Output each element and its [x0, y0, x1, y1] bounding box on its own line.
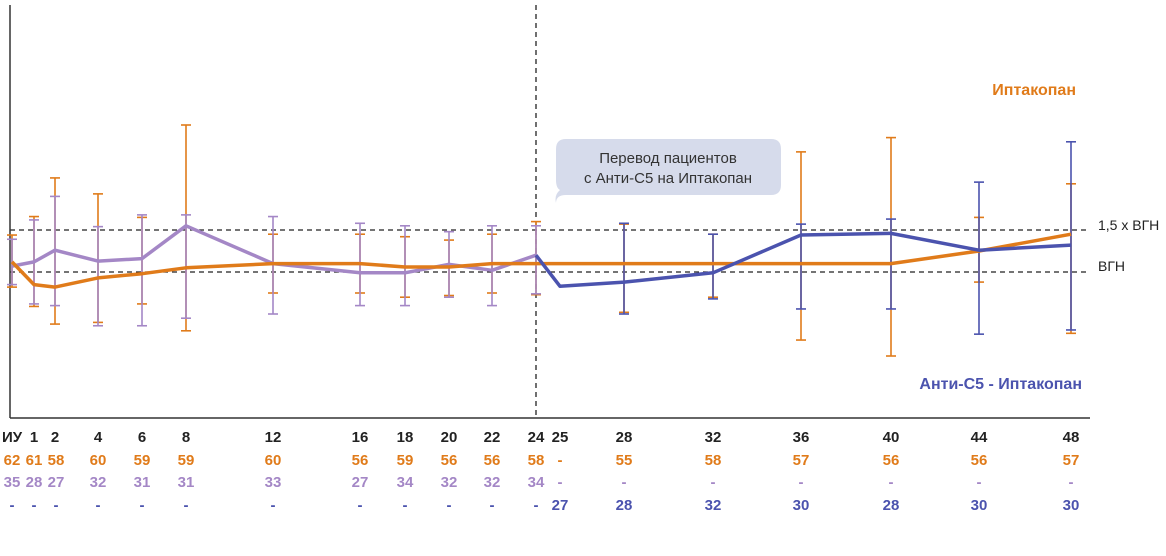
count-cell-r1: 34	[528, 474, 545, 491]
count-cell-r2: 27	[552, 497, 569, 514]
count-cell-r2: 30	[1063, 497, 1080, 514]
count-cell-r2: -	[403, 497, 408, 514]
x-tick-label: ИУ	[2, 429, 23, 446]
count-cell-r1: -	[622, 474, 627, 491]
count-cell-r2: 28	[616, 497, 633, 514]
count-cell-r2: 30	[971, 497, 988, 514]
x-tick-label: 24	[528, 429, 545, 446]
count-cell-r0: 56	[441, 452, 458, 469]
count-cell-r0: 56	[352, 452, 369, 469]
count-cell-r1: 35	[4, 474, 21, 491]
x-tick-label: 18	[397, 429, 414, 446]
count-cell-r0: 58	[48, 452, 65, 469]
error-bar-s2-p3	[708, 233, 718, 300]
count-cell-r1: -	[558, 474, 563, 491]
callout-bubble	[555, 139, 781, 203]
series-layer	[7, 124, 1076, 357]
count-cell-r1: 27	[48, 474, 65, 491]
count-cell-r2: -	[534, 497, 539, 514]
count-cell-r1: 31	[134, 474, 151, 491]
x-tick-label: 44	[971, 429, 988, 446]
count-cell-r2: -	[271, 497, 276, 514]
series-line-2	[534, 231, 1072, 289]
count-cell-r2: -	[358, 497, 363, 514]
x-tick-label: 8	[182, 429, 190, 446]
count-cell-r1: 32	[441, 474, 458, 491]
x-tick-label: 48	[1063, 429, 1080, 446]
series-line-0	[10, 232, 1072, 289]
x-tick-label: 6	[138, 429, 146, 446]
count-cell-r0: 61	[26, 452, 43, 469]
count-cell-r1: -	[1069, 474, 1074, 491]
count-cell-r0: -	[558, 452, 563, 469]
error-bar-s1-p11	[531, 225, 541, 295]
count-cell-r0: 59	[134, 452, 151, 469]
count-cell-r2: -	[96, 497, 101, 514]
count-cell-r0: 60	[90, 452, 107, 469]
callout-line-2: с Анти-С5 на Иптакопан	[584, 170, 752, 187]
count-cell-r2: -	[184, 497, 189, 514]
x-tick-label: 40	[883, 429, 900, 446]
ref-upper-label: 1,5 x ВГН	[1098, 217, 1159, 233]
x-tick-label: 25	[552, 429, 569, 446]
callout: Перевод пациентов с Анти-С5 на Иптакопан	[555, 139, 781, 203]
count-cell-r1: 32	[484, 474, 501, 491]
count-cell-r0: 57	[1063, 452, 1080, 469]
count-cell-r0: 56	[484, 452, 501, 469]
x-tick-label: 36	[793, 429, 810, 446]
count-cell-r0: 57	[793, 452, 810, 469]
count-cell-r2: -	[10, 497, 15, 514]
count-cell-r2: -	[490, 497, 495, 514]
count-cell-r0: 58	[705, 452, 722, 469]
count-cell-r1: -	[799, 474, 804, 491]
count-cell-r1: -	[711, 474, 716, 491]
count-cell-r0: 56	[971, 452, 988, 469]
x-tick-label: 2	[51, 429, 59, 446]
x-tick-labels: ИУ 1 2 4 6 8 12 16 18 20 22 24 25 28 32 36 40 44 48	[2, 429, 1079, 446]
legend-switch: Анти-С5 - Иптакопан	[919, 376, 1082, 393]
error-bar-s2-p4	[796, 223, 806, 310]
count-cell-r2: -	[447, 497, 452, 514]
x-tick-label: 4	[94, 429, 103, 446]
count-cell-r0: 55	[616, 452, 633, 469]
count-cell-r2: 30	[793, 497, 810, 514]
count-cell-r1: 33	[265, 474, 282, 491]
x-tick-label: 28	[616, 429, 633, 446]
x-tick-label: 12	[265, 429, 282, 446]
count-cell-r0: 62	[4, 452, 21, 469]
legend-iptacopan: Иптакопан	[992, 82, 1076, 99]
error-bar-s2-p2	[619, 222, 629, 315]
x-tick-label: 20	[441, 429, 458, 446]
count-cell-r1: -	[889, 474, 894, 491]
ref-lower-label: ВГН	[1098, 258, 1125, 274]
count-cell-r2: -	[32, 497, 37, 514]
count-cell-r2: 28	[883, 497, 900, 514]
count-cell-r1: 28	[26, 474, 43, 491]
count-cell-r0: 56	[883, 452, 900, 469]
count-cell-r1: 27	[352, 474, 369, 491]
callout-line-1: Перевод пациентов	[599, 150, 737, 167]
count-cell-r0: 59	[178, 452, 195, 469]
count-cell-r0: 58	[528, 452, 545, 469]
count-cell-r2: 32	[705, 497, 722, 514]
count-cell-r1: 32	[90, 474, 107, 491]
error-bar-s2-p6	[974, 181, 984, 335]
x-tick-label: 22	[484, 429, 501, 446]
count-cell-r1: -	[977, 474, 982, 491]
count-cell-r0: 59	[397, 452, 414, 469]
axes	[9, 5, 1090, 419]
count-cell-r2: -	[54, 497, 59, 514]
error-bar-s1-p4	[137, 214, 147, 327]
x-tick-label: 16	[352, 429, 369, 446]
count-cell-r1: 34	[397, 474, 414, 491]
x-tick-label: 32	[705, 429, 722, 446]
error-bar-s1-p10	[487, 225, 497, 307]
x-tick-label: 1	[30, 429, 38, 446]
count-cell-r0: 60	[265, 452, 282, 469]
count-cell-r1: 31	[178, 474, 195, 491]
count-cell-r2: -	[140, 497, 145, 514]
